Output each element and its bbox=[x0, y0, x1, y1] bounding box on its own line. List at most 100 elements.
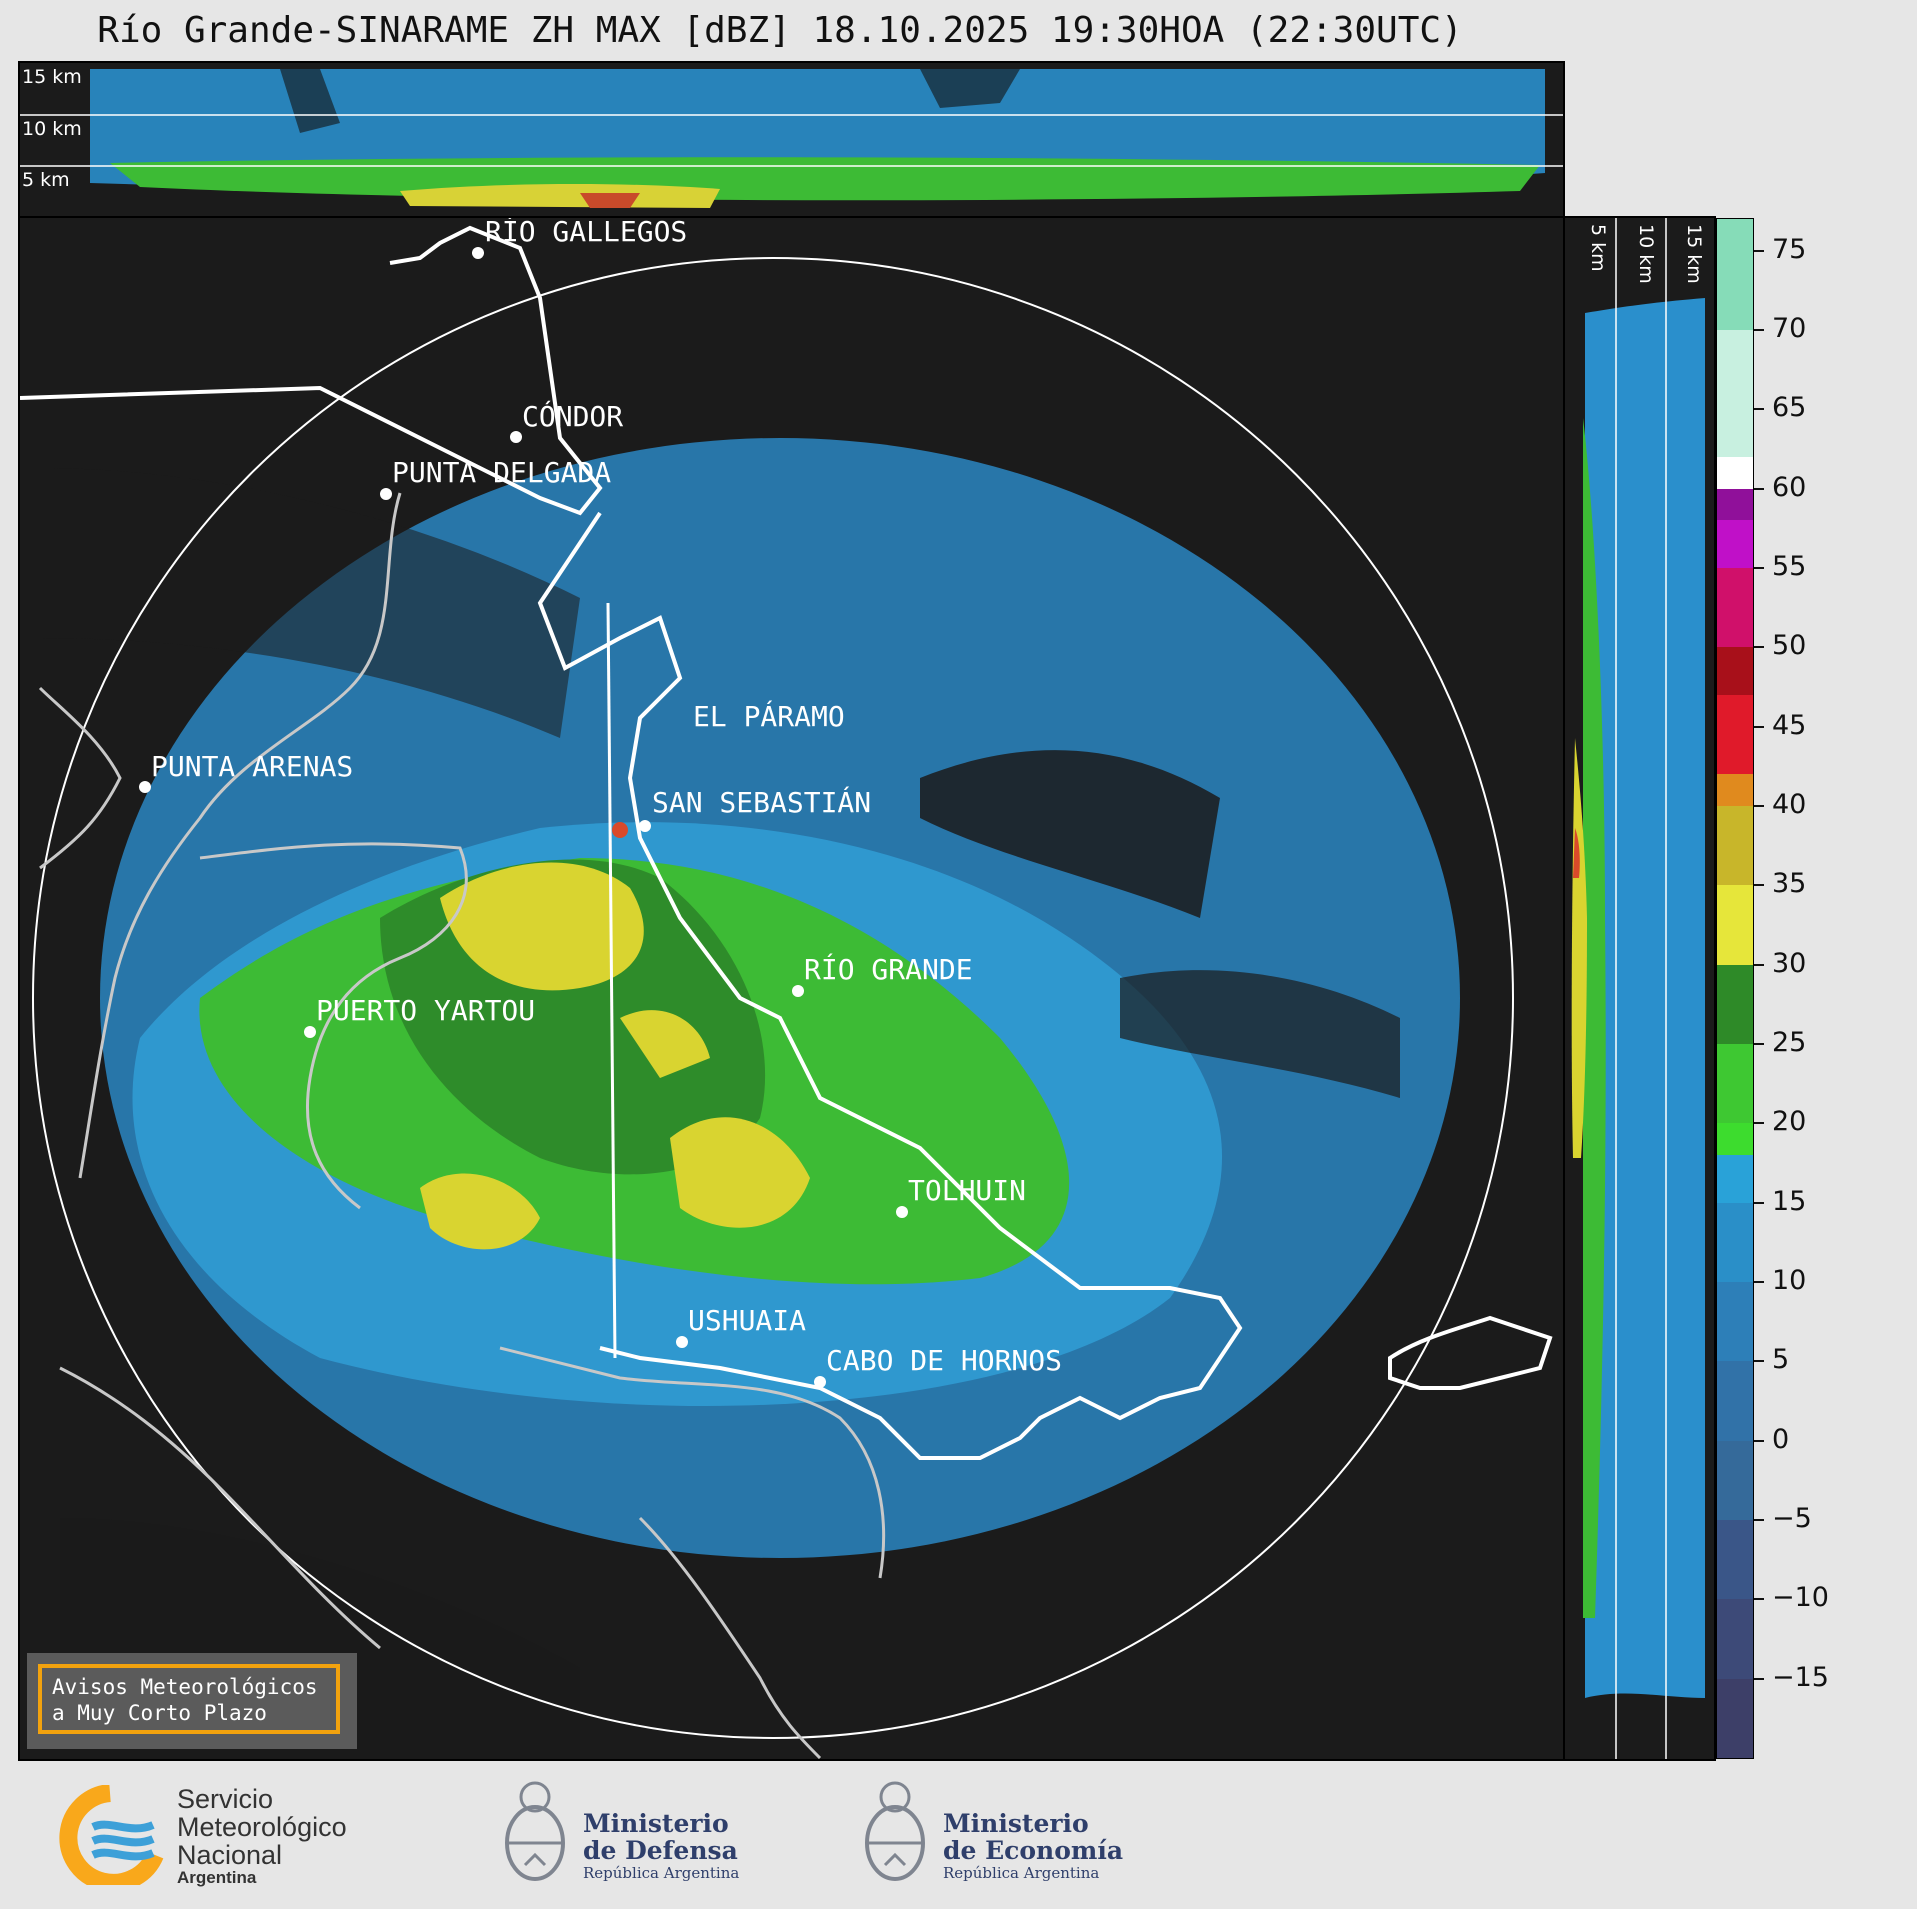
top-height-label-10: 10 km bbox=[22, 118, 82, 140]
colorbar-tick-label: 15 bbox=[1772, 1185, 1807, 1217]
colorbar bbox=[1716, 218, 1754, 1759]
top-height-label-5: 5 km bbox=[22, 169, 70, 191]
colorbar-tick bbox=[1754, 329, 1764, 332]
city-markers bbox=[139, 247, 908, 1388]
warning-box: Avisos Meteorológicos a Muy Corto Plazo bbox=[27, 1653, 357, 1749]
economia-line1: Ministerio bbox=[943, 1809, 1089, 1838]
colorbar-tick-label: 50 bbox=[1772, 630, 1807, 662]
colorbar-segment bbox=[1717, 1678, 1753, 1758]
argentina-coat-of-arms-icon bbox=[865, 1781, 925, 1881]
colorbar-segment bbox=[1717, 1202, 1753, 1283]
marker-tolhuin bbox=[896, 1206, 908, 1218]
colorbar-tick-label: −15 bbox=[1772, 1661, 1829, 1693]
colorbar-segment bbox=[1717, 1044, 1753, 1124]
warning-line2: a Muy Corto Plazo bbox=[52, 1701, 267, 1725]
borders bbox=[20, 225, 1553, 1460]
smn-line2: Meteorológico bbox=[177, 1812, 347, 1842]
radar-map-svg: RÍO GALLEGOS CÓNDOR PUNTA DELGADA EL PÁR… bbox=[20, 218, 1553, 1759]
ministerio-defensa-logo: Ministerio de Defensa República Argentin… bbox=[495, 1775, 755, 1900]
economia-line2: de Economía bbox=[943, 1836, 1124, 1865]
colorbar-tick bbox=[1754, 963, 1764, 966]
colorbar-tick-label: 0 bbox=[1772, 1423, 1790, 1455]
colorbar-segment bbox=[1717, 1520, 1753, 1600]
colorbar-segment bbox=[1717, 456, 1753, 489]
colorbar-tick bbox=[1754, 725, 1764, 728]
colorbar-tick bbox=[1754, 567, 1764, 570]
colorbar-tick-label: 5 bbox=[1772, 1344, 1790, 1376]
colorbar-segment bbox=[1717, 1599, 1753, 1679]
colorbar-tick bbox=[1754, 249, 1764, 252]
side-height-label-15: 15 km bbox=[1683, 224, 1705, 284]
colorbar-segment bbox=[1717, 1282, 1753, 1362]
label-punta-arenas: PUNTA ARENAS bbox=[151, 750, 353, 783]
colorbar-tick bbox=[1754, 1439, 1764, 1442]
colorbar-tick-label: 55 bbox=[1772, 551, 1807, 583]
defensa-line2: de Defensa bbox=[583, 1836, 738, 1865]
marker-ushuaia bbox=[676, 1336, 688, 1348]
colorbar-tick-label: 65 bbox=[1772, 392, 1807, 424]
colorbar-segment bbox=[1717, 568, 1753, 648]
colorbar-segment bbox=[1717, 330, 1753, 457]
label-condor: CÓNDOR bbox=[522, 399, 623, 433]
colorbar-tick-label: 35 bbox=[1772, 868, 1807, 900]
colorbar-segment bbox=[1717, 694, 1753, 775]
economia-sub: República Argentina bbox=[943, 1864, 1100, 1882]
colorbar-segment bbox=[1717, 806, 1753, 886]
coastlines bbox=[38, 492, 886, 1759]
marker-cabo-de-hornos bbox=[814, 1376, 826, 1388]
colorbar-tick-label: −10 bbox=[1772, 1582, 1829, 1614]
smn-logo: Servicio Meteorológico Nacional Argentin… bbox=[55, 1785, 395, 1887]
label-san-sebastian: SAN SEBASTIÁN bbox=[652, 785, 871, 819]
defensa-line1: Ministerio bbox=[583, 1809, 729, 1838]
colorbar-segment bbox=[1717, 219, 1753, 331]
defensa-sub: República Argentina bbox=[583, 1864, 740, 1882]
label-cabo-de-hornos: CABO DE HORNOS bbox=[826, 1344, 1062, 1377]
smn-line4: Argentina bbox=[177, 1868, 257, 1887]
colorbar-segment bbox=[1717, 1361, 1753, 1441]
colorbar-tick bbox=[1754, 1043, 1764, 1046]
label-punta-delgada: PUNTA DELGADA bbox=[392, 456, 611, 489]
colorbar-segment bbox=[1717, 964, 1753, 1045]
argentina-coat-of-arms-icon bbox=[505, 1781, 565, 1881]
warning-frame: Avisos Meteorológicos a Muy Corto Plazo bbox=[38, 1664, 340, 1734]
label-el-paramo: EL PÁRAMO bbox=[693, 699, 845, 733]
colorbar-segment bbox=[1717, 774, 1753, 807]
colorbar-segment bbox=[1717, 1123, 1753, 1156]
colorbar-tick-label: −5 bbox=[1772, 1503, 1812, 1534]
top-height-label-15: 15 km bbox=[22, 66, 82, 88]
side-height-label-5: 5 km bbox=[1587, 224, 1609, 272]
colorbar-tick bbox=[1754, 1598, 1764, 1601]
colorbar-segment bbox=[1717, 488, 1753, 521]
warning-line1: Avisos Meteorológicos bbox=[52, 1675, 318, 1699]
colorbar-tick-label: 75 bbox=[1772, 233, 1807, 265]
colorbar-tick-label: 70 bbox=[1772, 313, 1807, 345]
top-cross-section-svg bbox=[20, 69, 1563, 208]
label-tolhuin: TOLHUIN bbox=[908, 1174, 1026, 1207]
colorbar-tick bbox=[1754, 487, 1764, 490]
colorbar-tick-label: 10 bbox=[1772, 1265, 1807, 1297]
colorbar-segment bbox=[1717, 520, 1753, 569]
colorbar-tick-label: 45 bbox=[1772, 709, 1807, 741]
marker-punta-delgada bbox=[380, 488, 392, 500]
side-cross-section-panel: 5 km 10 km 15 km bbox=[1563, 216, 1716, 1761]
marker-condor bbox=[510, 431, 522, 443]
smn-emblem-icon bbox=[59, 1785, 164, 1885]
marker-punta-arenas bbox=[139, 781, 151, 793]
ministerio-economia-logo: Ministerio de Economía República Argenti… bbox=[855, 1775, 1135, 1900]
map-title: Río Grande-SINARAME ZH MAX [dBZ] 18.10.2… bbox=[97, 10, 1463, 51]
colorbar-tick bbox=[1754, 1360, 1764, 1363]
colorbar-tick bbox=[1754, 1201, 1764, 1204]
colorbar-tick-label: 60 bbox=[1772, 471, 1807, 503]
marker-puerto-yartou bbox=[304, 1026, 316, 1038]
label-rio-gallegos: RÍO GALLEGOS bbox=[485, 218, 687, 248]
colorbar-tick bbox=[1754, 1281, 1764, 1284]
side-height-label-10: 10 km bbox=[1635, 224, 1657, 284]
colorbar-segment bbox=[1717, 885, 1753, 965]
colorbar-tick bbox=[1754, 1677, 1764, 1680]
colorbar-tick bbox=[1754, 805, 1764, 808]
colorbar-tick-label: 40 bbox=[1772, 789, 1807, 821]
colorbar-tick-label: 30 bbox=[1772, 947, 1807, 979]
colorbar-tick bbox=[1754, 884, 1764, 887]
top-cross-section-panel: 15 km 10 km 5 km bbox=[18, 61, 1565, 218]
colorbar-segment bbox=[1717, 647, 1753, 695]
